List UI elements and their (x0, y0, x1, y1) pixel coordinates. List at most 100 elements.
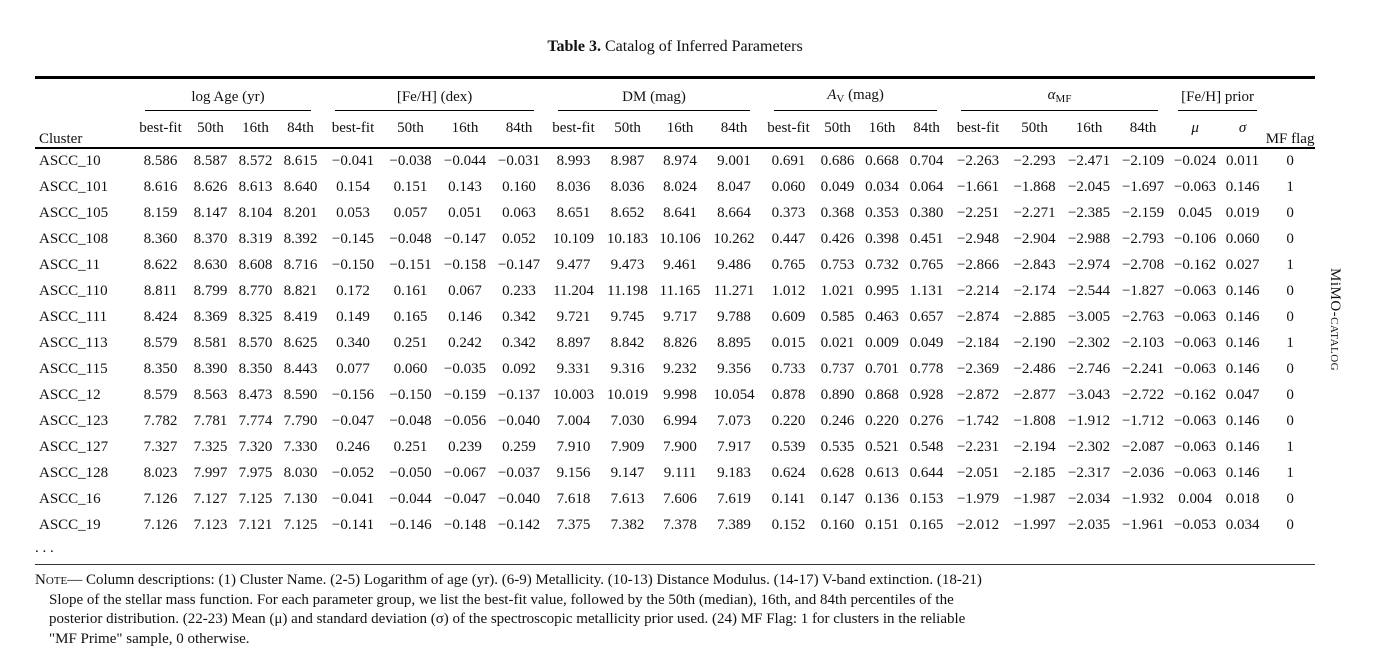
value-cell: 0 (1286, 153, 1294, 169)
value-cell: −2.190 (1013, 335, 1056, 351)
value-cell: 0.146 (1225, 179, 1260, 195)
value-cell: −0.146 (389, 517, 432, 533)
cluster-name-cell: ASCC_101 (39, 179, 109, 195)
value-cell: 0.668 (865, 153, 899, 169)
cluster-name-cell: ASCC_16 (39, 491, 101, 507)
value-cell: −2.471 (1067, 153, 1111, 169)
value-cell: −2.034 (1067, 491, 1111, 507)
value-cell: 0.398 (865, 231, 899, 247)
value-cell: 1 (1286, 179, 1294, 195)
value-cell: 0.051 (448, 205, 482, 221)
column-subheader-dm: 50th (601, 111, 655, 149)
column-group-header-alpha-mf: αMF (949, 78, 1170, 111)
value-cell: −0.038 (389, 153, 432, 169)
value-cell: −0.035 (443, 361, 487, 377)
value-cell: 0.585 (820, 309, 855, 325)
table-row: ASCC_16 7.126 7.127 7.125 7.130 −0.041 −0.044−… (35, 487, 1315, 513)
value-cell: 0.251 (393, 439, 428, 455)
value-cell: −2.103 (1121, 335, 1165, 351)
value-cell: 0.146 (1225, 413, 1260, 429)
value-cell: 8.586 (143, 153, 178, 169)
value-cell: 7.320 (238, 439, 273, 455)
cluster-name-cell: ASCC_128 (39, 465, 109, 481)
value-cell: 0.765 (771, 257, 806, 273)
value-cell: −1.808 (1013, 413, 1056, 429)
value-cell: 0.165 (909, 517, 944, 533)
value-cell: 11.271 (713, 283, 755, 299)
value-cell: −2.544 (1067, 283, 1111, 299)
value-cell: 0.153 (909, 491, 944, 507)
value-cell: 0.340 (336, 335, 370, 351)
value-cell: 0.233 (502, 283, 536, 299)
column-subheader-dm: best-fit (546, 111, 602, 149)
value-cell: 0.353 (865, 205, 899, 221)
value-cell: −1.827 (1121, 283, 1165, 299)
value-cell: 8.419 (283, 309, 318, 325)
value-cell: 0.765 (909, 257, 944, 273)
cluster-name-cell: ASCC_11 (39, 257, 101, 273)
column-subheader-dm: 16th (654, 111, 707, 149)
value-cell: 8.615 (283, 153, 318, 169)
value-cell: 0.868 (865, 387, 899, 403)
value-cell: −0.050 (389, 465, 432, 481)
column-subheader-alpha-mf: 84th (1116, 111, 1171, 149)
value-cell: −3.043 (1067, 387, 1111, 403)
value-cell: −2.793 (1121, 231, 1165, 247)
value-cell: 0.034 (1225, 517, 1260, 533)
value-cell: 9.156 (556, 465, 591, 481)
value-cell: 7.790 (283, 413, 318, 429)
value-cell: −0.056 (443, 413, 487, 429)
value-cell: −1.697 (1121, 179, 1165, 195)
value-cell: 8.104 (238, 205, 273, 221)
table-row: ASCC_113 8.579 8.581 8.570 8.625 0.340 0.251 0.… (35, 331, 1315, 357)
value-cell: −2.369 (956, 361, 1000, 377)
value-cell: 0.146 (448, 309, 482, 325)
ellipsis-cell: . . . (35, 539, 1316, 565)
value-cell: −2.302 (1067, 335, 1111, 351)
value-cell: 7.910 (556, 439, 591, 455)
value-cell: −1.932 (1121, 491, 1165, 507)
value-cell: 0.060 (1225, 231, 1260, 247)
catalog-table-body: ASCC_10 8.586 8.587 8.572 8.615 −0.041 −0.038−… (35, 148, 1316, 565)
value-cell: 0.276 (909, 413, 944, 429)
table-row: ASCC_19 7.126 7.123 7.121 7.125 −0.141 −0.146−… (35, 513, 1315, 539)
value-cell: −2.302 (1067, 439, 1111, 455)
value-cell: 0.047 (1225, 387, 1260, 403)
value-cell: 0.018 (1225, 491, 1260, 507)
value-cell: 7.382 (610, 517, 645, 533)
side-label-prefix: MiMO- (1327, 268, 1343, 318)
value-cell: 0.624 (771, 465, 806, 481)
value-cell: 8.581 (193, 335, 228, 351)
value-cell: −2.263 (956, 153, 1000, 169)
value-cell: 8.350 (143, 361, 178, 377)
column-subheader-log-age: 16th (233, 111, 278, 149)
value-cell: 0.539 (771, 439, 806, 455)
value-cell: 0.149 (336, 309, 370, 325)
value-cell: 0.701 (865, 361, 899, 377)
value-cell: 0.535 (820, 439, 855, 455)
value-cell: 11.165 (659, 283, 701, 299)
value-cell: −0.048 (389, 413, 432, 429)
column-subheader-av: best-fit (762, 111, 816, 149)
value-cell: 8.424 (143, 309, 178, 325)
value-cell: −2.214 (956, 283, 1000, 299)
value-cell: 0.060 (771, 179, 806, 195)
column-subheader-av: 50th (815, 111, 861, 149)
table-row: ASCC_11 8.622 8.630 8.608 8.716 −0.150 −0.151−… (35, 253, 1315, 279)
value-cell: 0.691 (771, 153, 806, 169)
value-cell: 9.111 (663, 465, 697, 481)
side-label-catalog: catalog (1327, 317, 1343, 372)
value-cell: 9.721 (556, 309, 591, 325)
value-cell: 7.900 (663, 439, 697, 455)
value-cell: −0.047 (443, 491, 487, 507)
value-cell: 0 (1286, 231, 1294, 247)
value-cell: 0.053 (336, 205, 370, 221)
value-cell: 0.426 (820, 231, 855, 247)
value-cell: 0.251 (393, 335, 428, 351)
value-cell: −0.137 (497, 387, 541, 403)
value-cell: −0.063 (1173, 179, 1217, 195)
value-cell: 8.159 (143, 205, 178, 221)
value-cell: 0 (1286, 361, 1294, 377)
value-cell: 7.325 (193, 439, 228, 455)
value-cell: 8.443 (283, 361, 318, 377)
